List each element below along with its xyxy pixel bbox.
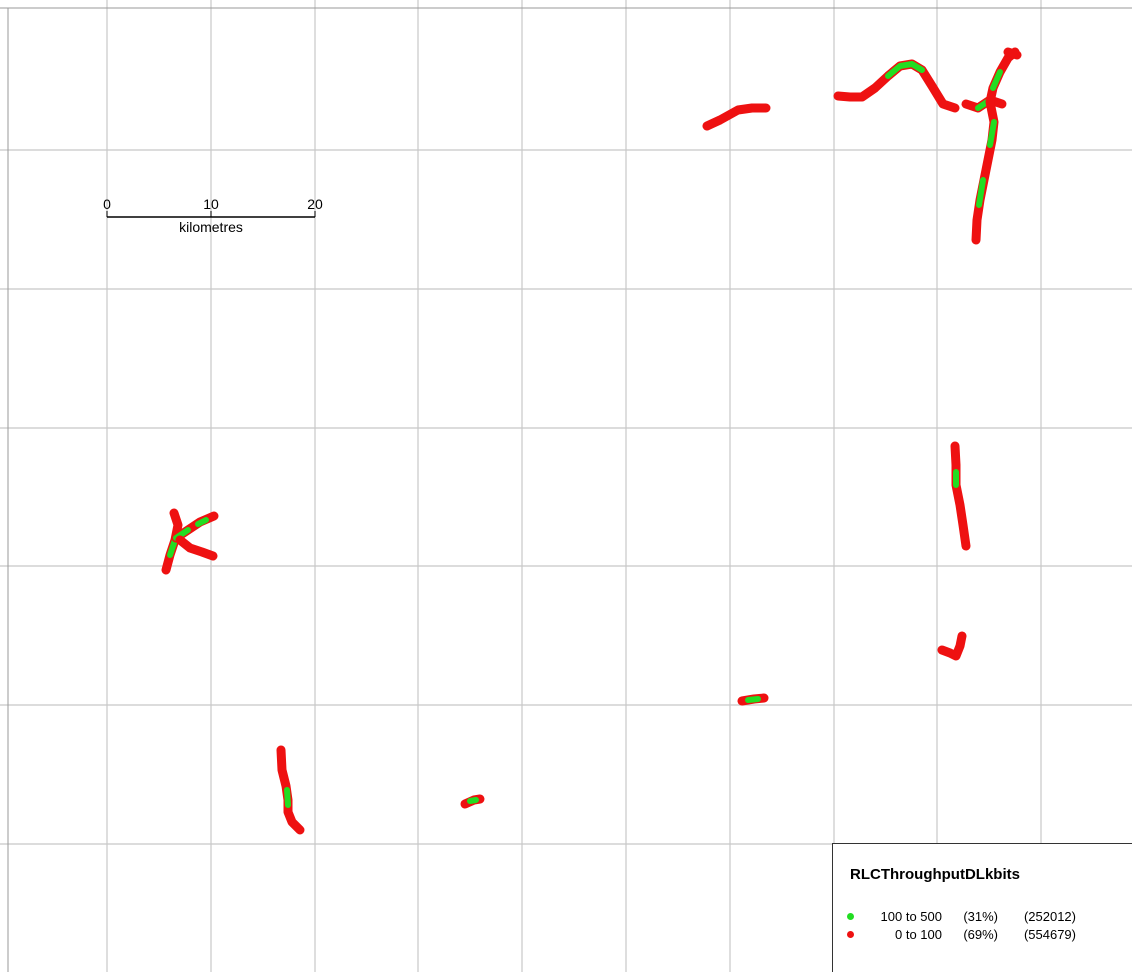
track-right-hook-low-throughput bbox=[937, 631, 967, 661]
track-top-curve-high-throughput bbox=[885, 61, 925, 79]
scale-bar-label-20: 20 bbox=[307, 196, 323, 212]
legend-swatch-red-dot-icon bbox=[847, 930, 854, 938]
track-right-vertical-low-throughput bbox=[950, 441, 971, 551]
legend-item-percent: (69%) bbox=[963, 926, 998, 942]
track-k-main-high-throughput bbox=[167, 537, 178, 558]
track-top-right-main-high-throughput bbox=[990, 69, 1003, 91]
track-k-upper-high-throughput bbox=[195, 517, 209, 527]
legend-item-range: 0 to 100 bbox=[895, 926, 942, 942]
track-bottom-left-high-throughput bbox=[284, 787, 291, 808]
track-bottom-left-low-throughput bbox=[276, 745, 305, 835]
scale-bar-label-0: 0 bbox=[103, 196, 111, 212]
legend-item-high: 100 to 500 (31%) (252012) bbox=[847, 907, 1076, 925]
scale-bar: 0 10 20 kilometres bbox=[103, 196, 323, 235]
legend-item-range: 100 to 500 bbox=[880, 908, 942, 924]
track-top-right-loop-low-throughput bbox=[1003, 47, 1022, 60]
track-k-lower-low-throughput bbox=[175, 535, 218, 561]
scale-bar-unit: kilometres bbox=[179, 219, 243, 235]
legend-item-count: (554679) bbox=[1023, 926, 1076, 942]
legend-title: RLCThroughputDLkbits bbox=[850, 866, 1020, 883]
scale-bar-label-10: 10 bbox=[203, 196, 219, 212]
legend-item-count: (252012) bbox=[1023, 908, 1076, 924]
map-legend: RLCThroughputDLkbits 100 to 500 (31%) (2… bbox=[832, 843, 1132, 972]
legend-item-percent: (31%) bbox=[963, 908, 998, 924]
track-top-middle-low-throughput bbox=[702, 103, 771, 131]
track-bottom-small-high-throughput bbox=[467, 797, 479, 804]
track-top-right-main-high-throughput bbox=[976, 177, 986, 208]
track-top-right-main-high-throughput bbox=[987, 119, 997, 148]
track-center-dot-high-throughput bbox=[745, 696, 761, 703]
drive-test-tracks bbox=[161, 47, 1022, 835]
legend-item-low: 0 to 100 (69%) (554679) bbox=[847, 925, 1076, 943]
legend-swatch-green-dot-icon bbox=[847, 912, 854, 920]
